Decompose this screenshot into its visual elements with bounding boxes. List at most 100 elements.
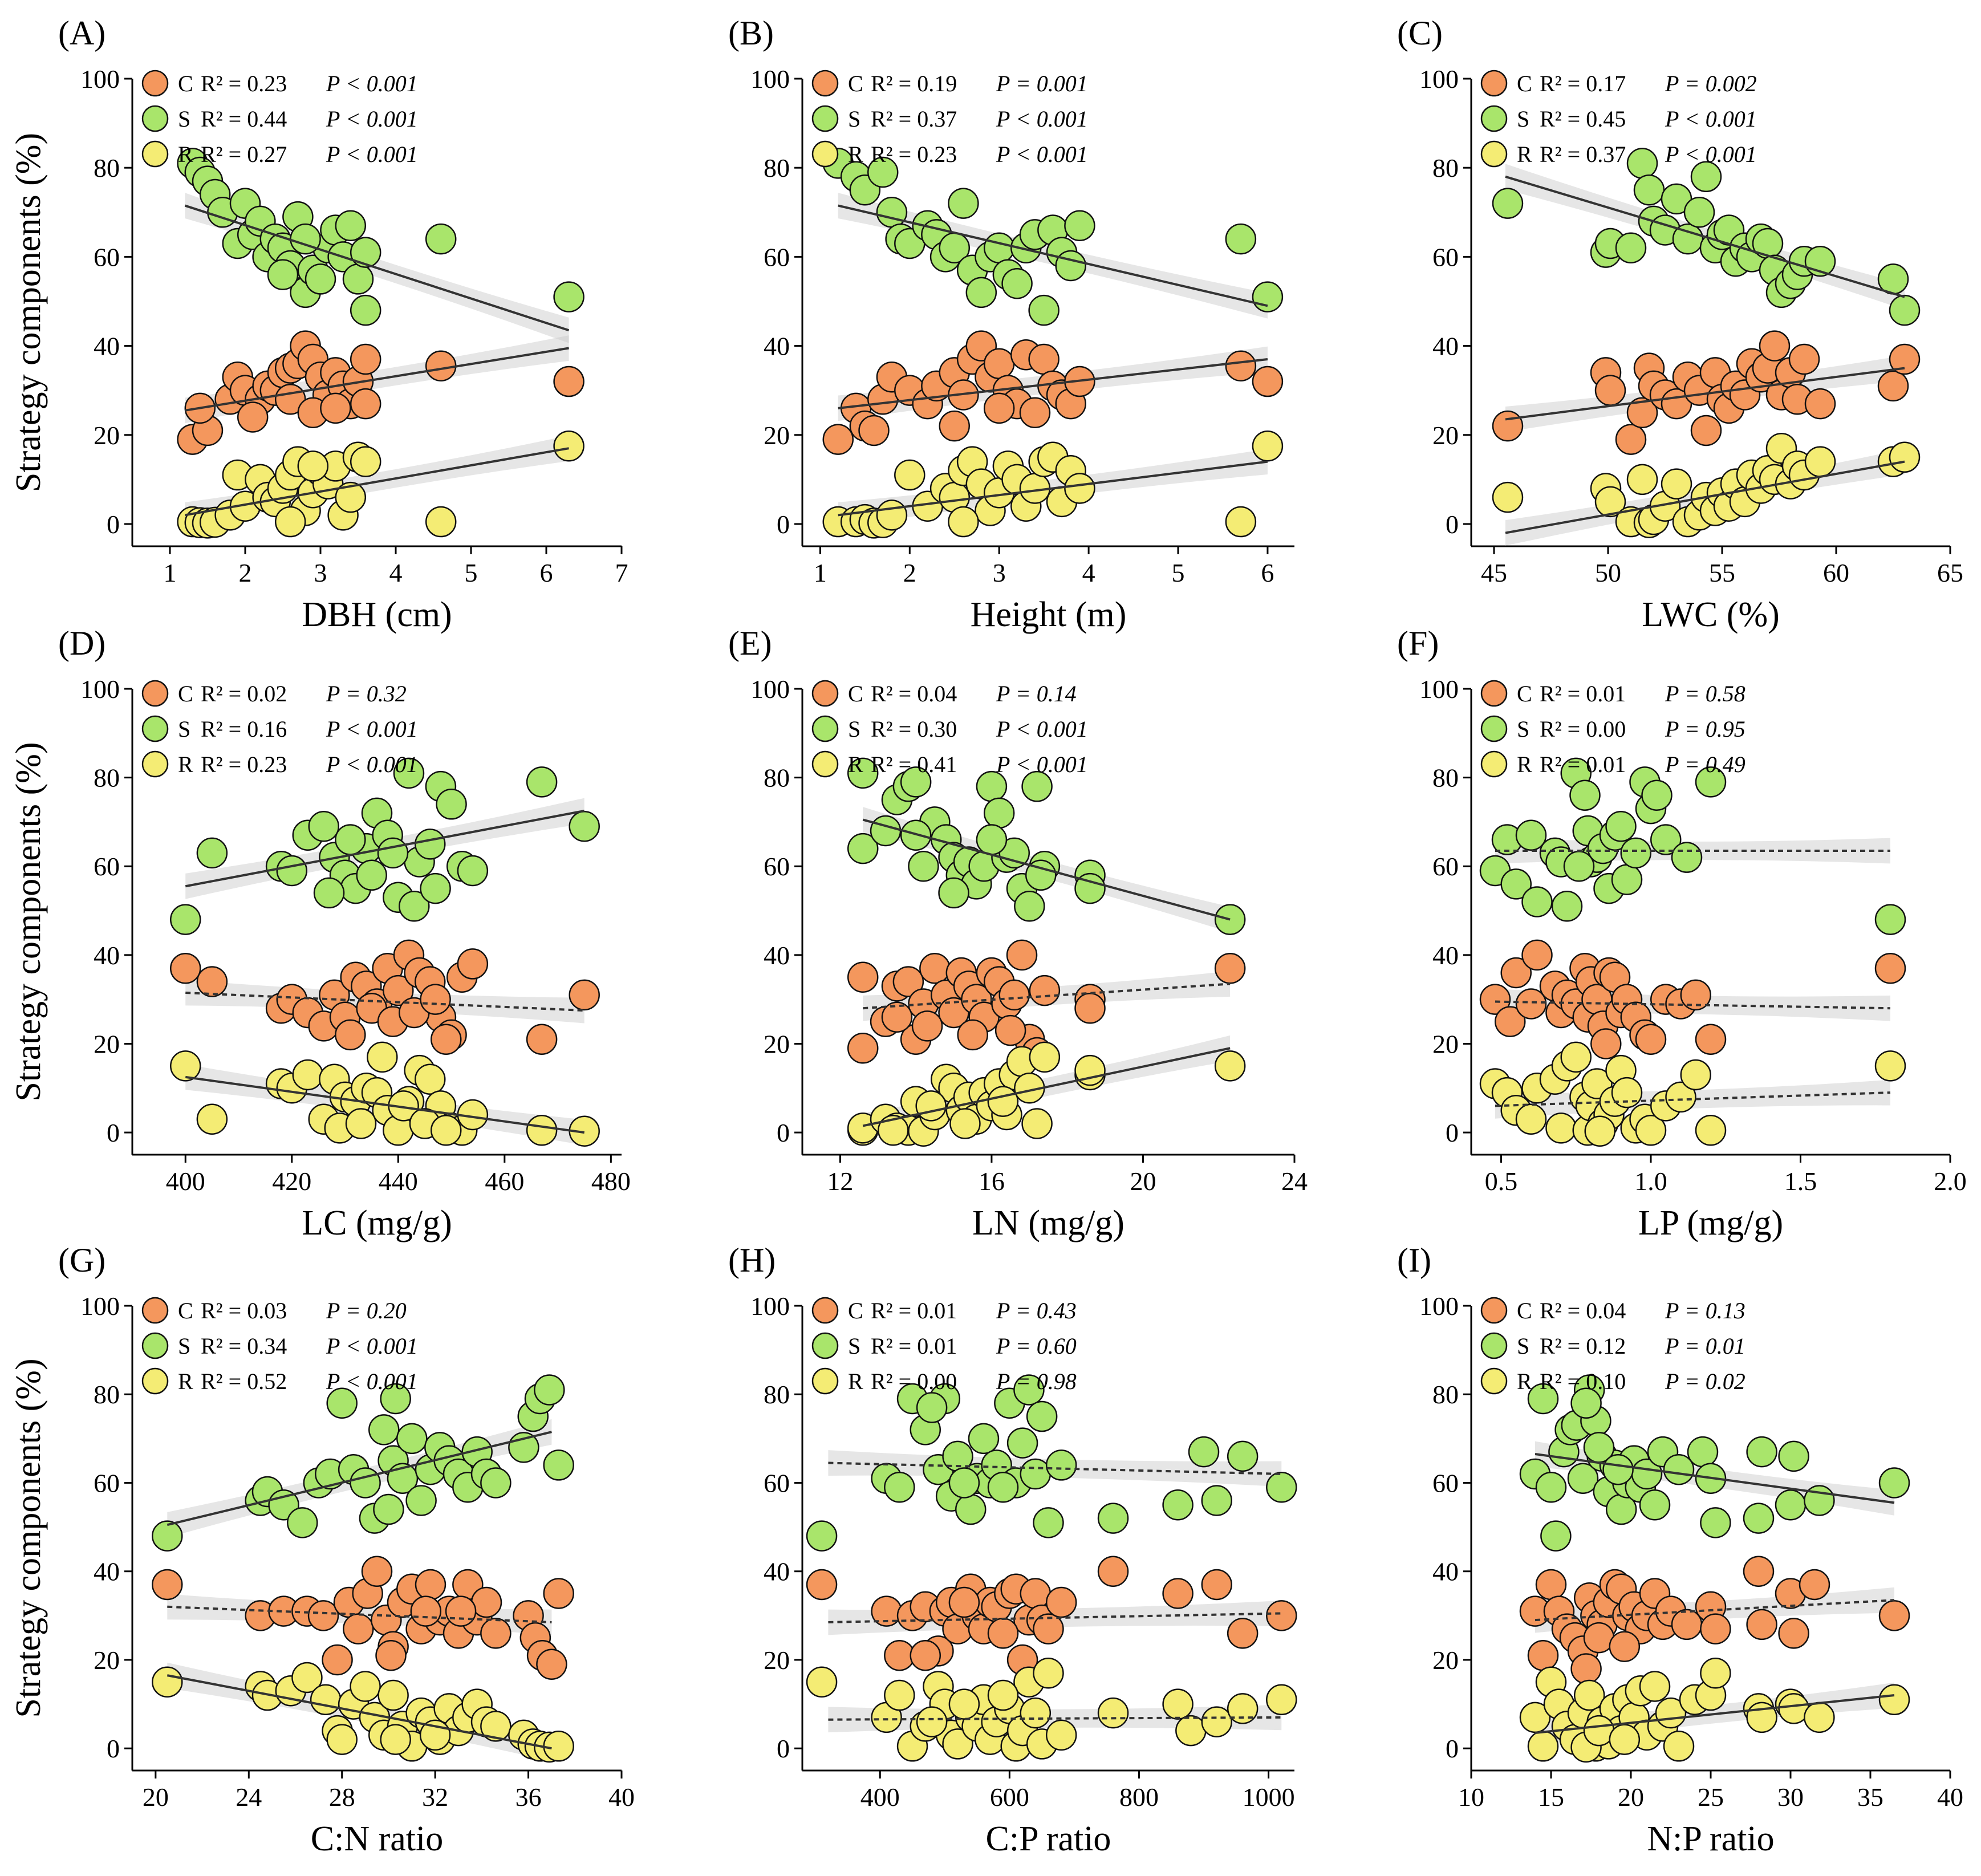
legend-marker-C (811, 680, 839, 707)
data-point-R (1665, 1081, 1696, 1113)
data-point-S (399, 891, 430, 922)
x-tick-label: 20 (1618, 1782, 1644, 1812)
data-point-C (1492, 410, 1524, 442)
x-tick-label: 40 (1937, 1782, 1963, 1812)
legend-marker-R (141, 1367, 169, 1395)
data-point-R (292, 1059, 324, 1091)
x-tick-label: 400 (166, 1167, 205, 1196)
data-point-C (1020, 1578, 1052, 1609)
data-point-C (536, 1648, 567, 1680)
data-point-R (1609, 1724, 1641, 1755)
panel-a: (A) 0 20 40 60 80 100 1 2 3 4 5 6 7 DBH (cm) Strategy c… (9, 14, 628, 634)
data-point-R (1874, 1050, 1906, 1082)
data-point-S (1570, 1387, 1602, 1419)
data-point-S (543, 1449, 574, 1481)
data-point-R (1545, 1112, 1577, 1144)
y-tick-label: 40 (764, 1557, 790, 1586)
data-point-C (425, 350, 457, 381)
x-tick-label: 35 (1857, 1782, 1883, 1812)
data-point-C (1214, 952, 1246, 984)
legend-r2: R² = 0.41 (871, 752, 957, 777)
x-tick-label: 7 (615, 558, 628, 587)
data-point-S (326, 1387, 358, 1419)
data-point-R (1162, 1688, 1194, 1720)
data-point-C (1804, 388, 1836, 420)
legend-marker-C (1480, 70, 1508, 97)
x-axis-title: LWC (%) (1642, 595, 1780, 634)
data-point-R (1266, 1684, 1297, 1716)
data-point-C (1201, 1569, 1232, 1601)
legend-r2: R² = 0.45 (1540, 106, 1626, 132)
data-point-C (322, 1644, 353, 1676)
data-point-S (1626, 148, 1658, 179)
legend-r2: R² = 0.01 (1540, 752, 1626, 777)
data-point-S (938, 877, 969, 909)
data-point-S (1563, 850, 1595, 882)
legend-p-value: P = 0.95 (1665, 716, 1745, 742)
y-tick-label: 80 (764, 764, 790, 793)
data-point-R (1021, 1108, 1053, 1139)
data-point-S (1620, 837, 1651, 869)
data-point-R (1527, 1731, 1559, 1762)
legend-marker-R (811, 750, 839, 778)
y-tick-label: 40 (1432, 941, 1459, 970)
data-point-S (1055, 250, 1086, 282)
y-tick-label: 0 (107, 1118, 120, 1147)
legend-series-name: S (178, 1333, 190, 1359)
data-point-R (1635, 1114, 1667, 1146)
data-point-S (1045, 1449, 1077, 1481)
legend-p-value: P = 0.14 (996, 681, 1077, 706)
legend-p-value: P < 0.001 (326, 71, 418, 96)
x-tick-label: 5 (1172, 558, 1185, 587)
data-point-R (1573, 1679, 1605, 1711)
trend-line-S (828, 1461, 1282, 1475)
data-point-R (345, 1108, 377, 1139)
legend-series-name: C (848, 1298, 863, 1323)
x-tick-label: 2 (903, 558, 916, 587)
data-point-S (526, 766, 558, 798)
y-tick-label: 20 (764, 1029, 790, 1058)
data-point-S (350, 294, 381, 326)
y-tick-label: 0 (777, 1734, 790, 1763)
y-tick-label: 80 (94, 153, 120, 182)
trend-line-R (185, 447, 569, 517)
data-point-C (1635, 1024, 1667, 1055)
data-point-S (290, 223, 321, 255)
y-axis-title: Strategy components (%) (9, 742, 48, 1101)
legend-p-value: P = 0.13 (1665, 1298, 1745, 1323)
data-point-C (1252, 366, 1284, 397)
panel-label: (G) (58, 1241, 105, 1279)
data-point-C (375, 1639, 407, 1671)
data-point-R (415, 1063, 446, 1095)
data-point-S (436, 789, 467, 820)
data-point-R (350, 1671, 381, 1702)
data-point-S (1889, 294, 1921, 326)
legend-r2: R² = 0.02 (201, 681, 287, 706)
x-tick-label: 4 (389, 558, 403, 587)
y-tick-label: 80 (764, 153, 790, 182)
legend-r2: R² = 0.34 (201, 1333, 287, 1359)
data-point-C (335, 1019, 366, 1051)
legend-p-value: P = 0.98 (996, 1369, 1077, 1394)
y-tick-label: 60 (1432, 242, 1459, 271)
trend-line-S (185, 810, 585, 888)
data-point-S (884, 1471, 915, 1503)
data-point-C (383, 974, 414, 1006)
legend-series-name: R (178, 1369, 193, 1394)
data-point-S (1661, 183, 1692, 215)
data-point-R (350, 446, 381, 477)
y-tick-label: 60 (1432, 1468, 1459, 1497)
legend-marker-C (141, 70, 169, 97)
data-point-C (569, 979, 600, 1011)
data-point-R (1492, 481, 1524, 513)
data-point-S (196, 837, 228, 869)
trend-line-S (167, 1431, 552, 1526)
y-tick-label: 100 (80, 1292, 120, 1321)
panel-label: (D) (58, 624, 105, 662)
x-tick-label: 440 (379, 1167, 418, 1196)
y-tick-label: 100 (750, 1292, 790, 1321)
trend-line-R (1535, 1694, 1895, 1735)
data-point-R (987, 1679, 1019, 1711)
x-tick-label: 400 (860, 1782, 900, 1812)
